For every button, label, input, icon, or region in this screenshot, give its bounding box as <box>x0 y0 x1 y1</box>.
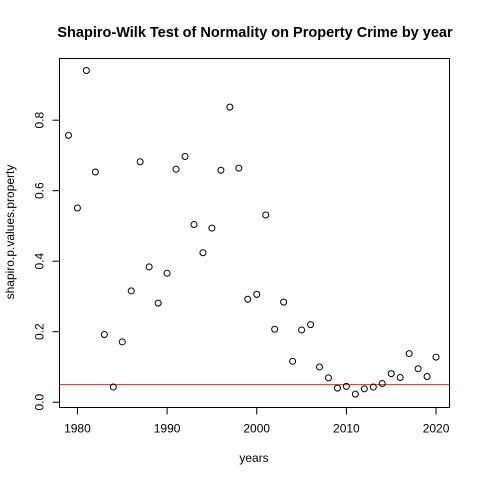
x-tick-label: 2010 <box>333 422 360 436</box>
data-point <box>271 325 279 333</box>
data-point <box>199 249 207 257</box>
data-point <box>262 211 270 219</box>
data-point <box>316 363 323 371</box>
data-point <box>324 374 332 382</box>
data-point <box>154 299 162 307</box>
data-point <box>190 221 198 229</box>
data-point <box>82 66 90 74</box>
x-axis: 1980 1990 2000 2010 2020 <box>64 407 450 436</box>
data-point <box>244 295 252 303</box>
data-point <box>253 290 261 298</box>
data-point <box>100 331 108 339</box>
x-tick-label: 1990 <box>154 422 181 436</box>
y-tick-label: 0.2 <box>33 323 47 340</box>
data-point <box>145 263 153 271</box>
x-tick-label: 1980 <box>64 422 91 436</box>
data-point <box>387 370 395 378</box>
data-point <box>181 153 189 161</box>
x-tick-label: 2020 <box>423 422 450 436</box>
data-point <box>280 298 288 306</box>
y-tick-label: 0.0 <box>33 394 47 411</box>
data-point <box>109 383 117 391</box>
data-point <box>136 158 144 166</box>
data-point <box>396 374 404 382</box>
data-point <box>342 382 350 390</box>
data-point <box>333 384 341 392</box>
y-axis: 0.0 0.2 0.4 0.6 0.8 <box>33 112 60 411</box>
data-point <box>226 103 234 111</box>
plot-frame <box>59 58 450 408</box>
data-point <box>378 380 386 388</box>
data-point <box>351 390 359 398</box>
data-point <box>414 365 422 373</box>
y-tick-label: 0.6 <box>33 182 47 199</box>
chart-title: Shapiro-Wilk Test of Normality on Proper… <box>57 25 453 41</box>
data-points-layer <box>64 66 440 398</box>
data-point <box>369 383 377 391</box>
data-point <box>118 338 126 346</box>
y-tick-label: 0.8 <box>33 112 47 129</box>
data-point <box>405 350 413 358</box>
data-point <box>298 326 306 334</box>
data-point <box>163 269 171 277</box>
data-point <box>127 287 135 295</box>
x-tick-label: 2000 <box>243 422 270 436</box>
data-point <box>73 204 81 212</box>
data-point <box>235 164 243 172</box>
data-point <box>432 353 440 361</box>
data-point <box>307 321 315 329</box>
data-point <box>208 224 216 232</box>
data-point <box>217 166 225 174</box>
data-point <box>64 131 72 139</box>
data-point <box>423 372 431 380</box>
y-axis-label: shapiro.p.values.property <box>3 165 17 300</box>
data-point <box>172 165 180 173</box>
data-point <box>91 168 99 176</box>
data-point <box>289 357 297 365</box>
y-tick-label: 0.4 <box>33 253 47 270</box>
data-point <box>360 385 368 393</box>
x-axis-label: years <box>239 451 268 465</box>
